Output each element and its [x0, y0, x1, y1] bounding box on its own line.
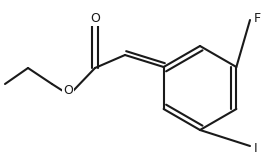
- Text: O: O: [90, 11, 100, 24]
- Text: F: F: [254, 11, 261, 24]
- Text: I: I: [254, 142, 258, 155]
- Text: O: O: [63, 84, 73, 97]
